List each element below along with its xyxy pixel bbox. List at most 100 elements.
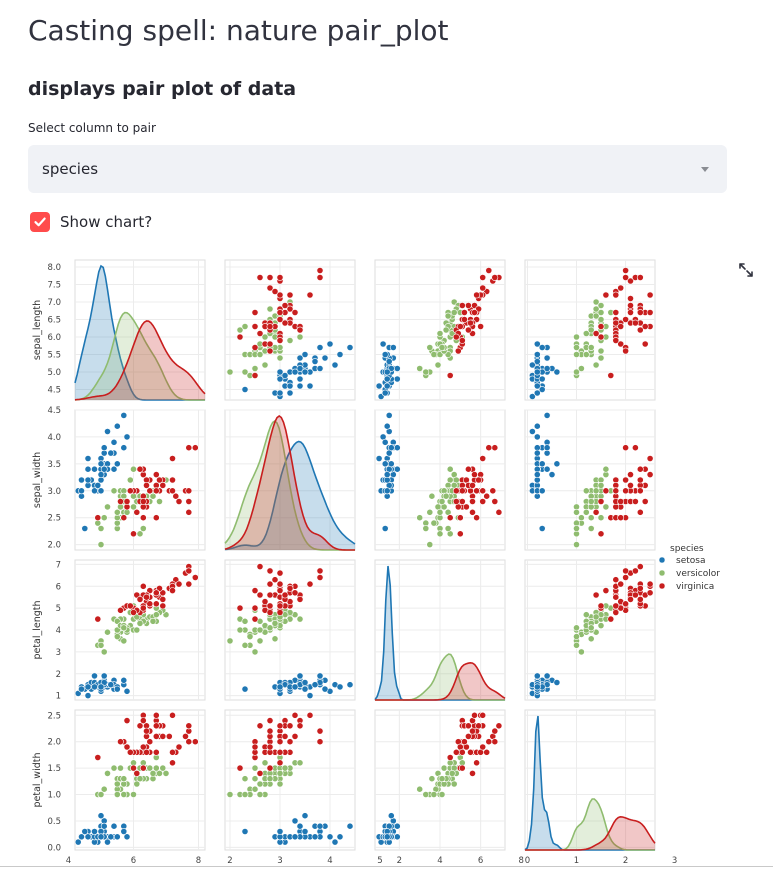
facet-sepal_width-vs-sepal_width — [224, 409, 356, 551]
point-setosa — [97, 460, 105, 468]
point-setosa — [110, 465, 118, 473]
point-setosa — [393, 375, 401, 383]
point-virginica — [291, 711, 299, 719]
y-tick-label: 2.5 — [47, 711, 61, 721]
pair-column-select[interactable]: species — [28, 145, 727, 193]
point-virginica — [133, 770, 141, 777]
point-versicolor — [97, 641, 105, 649]
point-versicolor — [448, 770, 456, 777]
point-virginica — [617, 284, 625, 292]
x-tick-label: 8 — [519, 856, 524, 866]
point-setosa — [533, 433, 541, 441]
point-virginica — [632, 498, 639, 505]
point-setosa — [241, 685, 249, 693]
pair-plot-svg: 4.5 5.0 5.5 6.0 6.5 7.0 7.5 8.0 sepal_length 2.0 2… — [32, 259, 720, 866]
point-virginica — [159, 602, 167, 610]
point-virginica — [169, 711, 176, 719]
point-virginica — [469, 498, 476, 505]
point-versicolor — [226, 637, 234, 645]
point-versicolor — [271, 635, 279, 643]
point-virginica — [475, 476, 482, 484]
show-chart-checkbox[interactable]: Show chart? — [30, 211, 152, 233]
legend-entry-setosa: setosa — [676, 556, 705, 566]
legend-entry-virginica: virginica — [676, 582, 714, 592]
point-virginica — [117, 606, 124, 614]
point-setosa — [241, 386, 249, 393]
point-virginica — [636, 274, 644, 281]
point-virginica — [266, 347, 274, 355]
point-virginica — [276, 316, 284, 323]
y-tick-label: 3 — [56, 648, 61, 658]
point-versicolor — [587, 514, 595, 522]
point-setosa — [296, 375, 304, 383]
point-setosa — [97, 812, 105, 820]
point-virginica — [475, 722, 482, 730]
kde-line-versicolor — [74, 311, 205, 401]
point-versicolor — [444, 312, 452, 320]
point-versicolor — [266, 775, 274, 783]
x-tick-label: 4 — [327, 856, 332, 866]
point-virginica — [185, 444, 193, 452]
point-virginica — [266, 602, 274, 610]
point-setosa — [78, 487, 85, 495]
point-virginica — [473, 291, 480, 299]
point-virginica — [641, 498, 649, 505]
point-virginica — [636, 309, 644, 316]
facet-sepal_length-vs-petal_length — [374, 259, 506, 401]
point-versicolor — [597, 481, 605, 489]
point-virginica — [251, 743, 259, 751]
point-virginica — [117, 498, 124, 505]
point-versicolor — [136, 775, 144, 783]
point-virginica — [617, 580, 625, 588]
point-virginica — [251, 323, 259, 330]
y-tick-label: 2 — [56, 670, 61, 680]
point-versicolor — [156, 498, 163, 505]
point-setosa — [91, 487, 98, 495]
point-virginica — [460, 309, 468, 316]
point-setosa — [100, 672, 108, 680]
kde-fill-versicolor — [525, 799, 655, 850]
point-virginica — [130, 530, 137, 538]
point-virginica — [464, 722, 472, 730]
point-setosa — [375, 455, 383, 462]
x-tick-label: 1 — [574, 856, 579, 866]
point-versicolor — [438, 498, 446, 505]
point-versicolor — [133, 780, 141, 788]
point-virginica — [452, 748, 460, 756]
point-versicolor — [422, 368, 430, 376]
expand-icon[interactable] — [736, 260, 756, 280]
point-virginica — [458, 337, 466, 344]
point-versicolor — [133, 626, 141, 634]
point-virginica — [133, 508, 141, 516]
point-setosa — [381, 525, 389, 532]
point-setosa — [84, 683, 92, 691]
facet-petal_length-vs-sepal_length — [74, 559, 206, 701]
point-versicolor — [597, 347, 605, 355]
point-versicolor — [276, 770, 284, 777]
y-tick-label: 4.5 — [47, 406, 61, 416]
point-virginica — [469, 508, 476, 516]
point-virginica — [276, 569, 284, 577]
point-virginica — [146, 600, 154, 608]
point-virginica — [123, 498, 131, 505]
point-virginica — [276, 759, 284, 767]
point-virginica — [146, 738, 154, 746]
point-virginica — [469, 770, 476, 777]
point-virginica — [612, 291, 620, 299]
point-virginica — [464, 302, 472, 309]
point-virginica — [464, 732, 472, 740]
point-virginica — [446, 372, 454, 379]
point-virginica — [152, 589, 160, 597]
point-virginica — [641, 323, 649, 330]
point-setosa — [385, 449, 393, 457]
point-setosa — [346, 681, 354, 689]
facet-sepal_width-vs-petal_length — [374, 409, 506, 551]
point-virginica — [266, 591, 274, 599]
point-virginica — [296, 595, 304, 603]
point-versicolor — [271, 619, 279, 627]
kde-fill-virginica — [375, 662, 505, 700]
point-versicolor — [597, 514, 605, 522]
point-virginica — [627, 277, 634, 285]
facet-petal_length-vs-sepal_width — [224, 559, 356, 701]
point-setosa — [533, 340, 541, 348]
